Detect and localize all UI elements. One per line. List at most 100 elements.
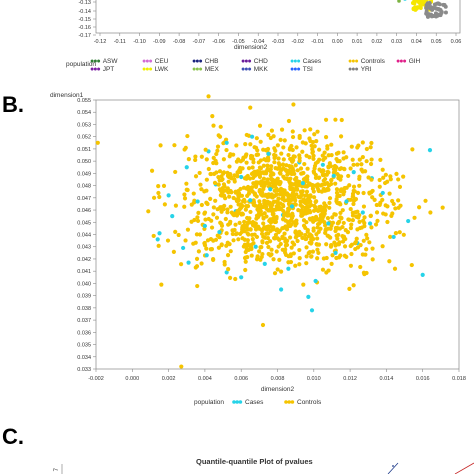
controls-point (249, 253, 254, 258)
controls-point (238, 186, 243, 192)
controls-point (310, 249, 316, 254)
controls-point (234, 159, 239, 164)
controls-point (156, 243, 161, 248)
controls-point (341, 220, 346, 226)
legend-label: LWK (154, 66, 169, 73)
controls-point (293, 202, 298, 207)
controls-point (298, 166, 304, 171)
y-tick-label: 0.034 (77, 355, 91, 361)
legend-marker-icon: ●●● (142, 58, 153, 65)
legend-label: Cases (245, 399, 264, 406)
cases-point (184, 165, 189, 170)
y-tick-label: 0.044 (77, 233, 91, 239)
controls-point (308, 193, 313, 198)
controls-point (308, 127, 313, 132)
controls-point (365, 236, 370, 241)
controls-point (306, 197, 312, 203)
x-tick-label: -0.002 (88, 376, 104, 382)
legend-label: Controls (297, 399, 322, 406)
cases-point (224, 140, 229, 145)
controls-point (293, 186, 299, 191)
panel-c-ytick-label: 7 (54, 467, 60, 471)
controls-point (278, 241, 283, 247)
controls-point (272, 155, 277, 161)
x-tick-label: 0.010 (307, 376, 321, 382)
controls-point (159, 282, 164, 287)
controls-point (307, 204, 312, 209)
controls-point (294, 145, 299, 150)
controls-point (326, 170, 331, 175)
controls-point (342, 244, 348, 249)
controls-point (360, 140, 365, 145)
controls-point (315, 242, 320, 247)
controls-point (193, 154, 198, 159)
controls-point (297, 262, 302, 267)
controls-point (297, 153, 302, 158)
y-tick-label: 0.039 (77, 294, 91, 300)
controls-point (363, 252, 368, 257)
controls-point (227, 275, 233, 280)
controls-point (193, 174, 199, 179)
y-tick-label: 0.055 (77, 98, 91, 104)
controls-point (290, 129, 295, 134)
controls-point (208, 247, 213, 252)
controls-point (162, 202, 167, 207)
panel-a-point-yri (428, 5, 433, 10)
controls-point (358, 264, 363, 270)
controls-point (397, 184, 403, 189)
controls-point (314, 138, 319, 144)
controls-point (267, 239, 273, 244)
controls-point (299, 171, 304, 176)
controls-point (370, 188, 375, 194)
controls-point (351, 194, 356, 199)
controls-point (290, 147, 295, 153)
controls-point (192, 198, 197, 203)
panel-a-point-yri (424, 9, 429, 14)
panel-a-xtick-label: 0.02 (372, 39, 383, 45)
cases-point (333, 250, 338, 255)
legend-label: Cases (302, 58, 322, 65)
controls-point (339, 166, 344, 171)
controls-point (284, 191, 290, 196)
panel-a-point-lwk (415, 5, 420, 10)
panel-a-legend-item: ●●● ASW (90, 58, 118, 65)
controls-point (335, 194, 340, 199)
controls-point (281, 216, 286, 221)
controls-point (264, 206, 269, 211)
controls-point (235, 174, 240, 179)
panel-a-point-yri (425, 1, 430, 6)
controls-point (294, 180, 299, 185)
controls-point (339, 117, 344, 123)
controls-point (361, 218, 366, 223)
controls-point (165, 238, 171, 243)
cases-point (248, 198, 253, 203)
controls-point (277, 165, 282, 170)
controls-point (314, 207, 319, 212)
y-tick-label: 0.052 (77, 135, 91, 141)
controls-point (297, 256, 302, 261)
controls-point (325, 216, 331, 221)
legend-marker-icon: ●●● (348, 58, 359, 65)
controls-point (329, 153, 334, 158)
panel-a-point-yri (443, 10, 448, 15)
cases-point (367, 221, 373, 226)
controls-point (208, 236, 214, 242)
cases-point (239, 174, 244, 180)
controls-point (314, 199, 319, 204)
controls-point (311, 228, 316, 233)
y-tick-label: 0.040 (77, 281, 91, 287)
cases-point (157, 231, 162, 236)
panel-a-xtick-label: -0.08 (173, 39, 186, 45)
controls-point (324, 255, 329, 261)
controls-point (225, 240, 230, 245)
panel-a-point-lwk (424, 0, 429, 2)
controls-point (333, 181, 338, 186)
y-tick-label: 0.054 (77, 110, 91, 116)
controls-point (308, 182, 313, 187)
controls-point (396, 198, 401, 203)
legend-label: JPT (102, 66, 115, 73)
controls-point (280, 162, 286, 167)
controls-point (242, 225, 247, 230)
controls-point (306, 251, 311, 256)
controls-point (349, 251, 354, 257)
